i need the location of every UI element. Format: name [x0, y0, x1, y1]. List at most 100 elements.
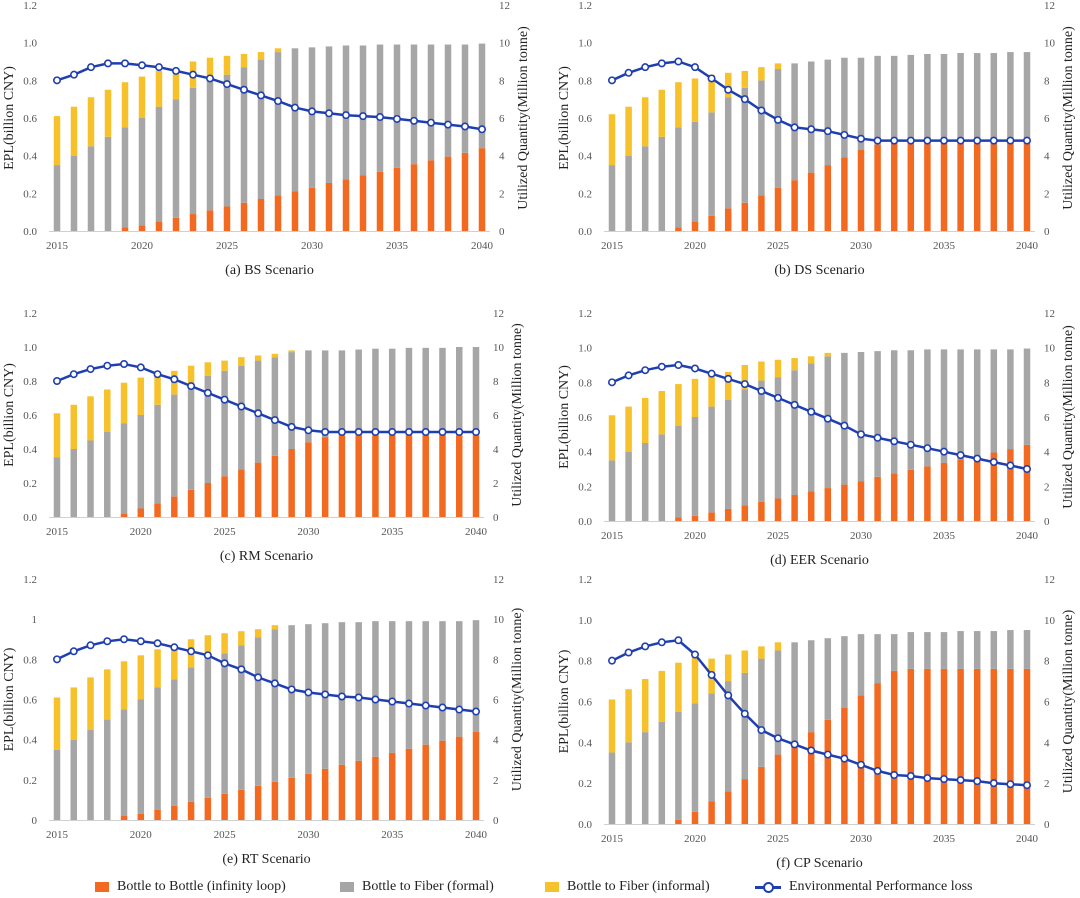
bar-b2b — [824, 488, 832, 521]
bar-b2b — [359, 175, 367, 231]
epl-point — [807, 746, 816, 755]
bar-formal — [308, 47, 316, 188]
y-tick-label: 0.8 — [23, 654, 37, 666]
bar-b2b — [257, 198, 265, 231]
epl-point — [989, 779, 998, 788]
bar-informal — [137, 377, 145, 415]
bar-formal — [708, 693, 715, 802]
bar-formal — [940, 349, 948, 463]
x-tick-label: 2025 — [214, 829, 237, 841]
bar-informal — [223, 55, 231, 75]
epl-point — [890, 437, 899, 446]
bar-formal — [1007, 349, 1014, 450]
epl-point — [641, 366, 650, 375]
epl-point — [674, 57, 683, 66]
x-tick-label: 2020 — [684, 530, 707, 542]
epl-point — [1006, 461, 1015, 470]
bar-b2b — [305, 773, 312, 820]
bar-b2b — [890, 142, 898, 231]
bar-b2b — [240, 202, 248, 231]
x-tick-label: 2025 — [767, 833, 790, 845]
bar-formal — [1007, 52, 1014, 143]
bar-informal — [271, 353, 279, 358]
bar-formal — [405, 621, 413, 749]
epl-point — [674, 636, 683, 645]
bar-formal — [691, 417, 699, 516]
y2-tick-label: 10 — [1044, 343, 1056, 355]
y-tick-label: 1.2 — [578, 0, 592, 12]
bar-formal — [70, 449, 78, 517]
y-tick-label: 0.6 — [578, 412, 592, 424]
bar-informal — [120, 382, 128, 424]
epl-point — [304, 688, 313, 697]
epl-point — [189, 70, 198, 79]
bar-formal — [87, 440, 94, 517]
bar-formal — [372, 348, 379, 436]
bar-formal — [439, 621, 446, 741]
y2-tick-label: 8 — [493, 654, 499, 666]
epl-point — [86, 641, 95, 650]
bar-informal — [658, 670, 666, 722]
y-tick-label: 0.6 — [578, 113, 592, 125]
x-tick-label: 2030 — [850, 530, 873, 542]
bar-formal — [857, 352, 865, 482]
epl-point — [973, 454, 982, 463]
y2-tick-label: 8 — [1044, 656, 1050, 668]
y-tick-label: 1.2 — [578, 308, 592, 320]
epl-point — [69, 370, 78, 379]
bar-formal — [641, 732, 649, 824]
bar-formal — [973, 53, 981, 143]
bar-b2b — [907, 142, 915, 231]
bar-b2b — [121, 227, 129, 231]
bar-formal — [359, 45, 367, 176]
bar-formal — [204, 375, 212, 483]
legend-label-formal: Bottle to Fiber (formal) — [362, 879, 494, 894]
epl-point — [956, 451, 965, 460]
bar-formal — [461, 44, 469, 153]
y2-tick-label: 8 — [1044, 75, 1050, 87]
bar-formal — [940, 632, 948, 669]
bar-formal — [641, 443, 649, 521]
epl-point — [840, 130, 849, 139]
y-tick-label: 0.2 — [578, 188, 592, 200]
bar-formal — [427, 44, 435, 161]
epl-point — [103, 361, 112, 370]
epl-point — [438, 703, 447, 712]
epl-point — [840, 421, 849, 430]
y-tick-label: 1.2 — [23, 0, 37, 12]
bar-informal — [625, 106, 632, 156]
bar-formal — [741, 672, 749, 780]
epl-point — [404, 699, 413, 708]
epl-point — [790, 400, 799, 409]
epl-point — [740, 95, 749, 104]
bar-b2b — [924, 668, 931, 824]
bar-formal — [104, 432, 111, 517]
epl-point — [1022, 136, 1031, 145]
bar-informal — [254, 629, 262, 638]
epl-point — [337, 692, 346, 701]
epl-point — [371, 427, 380, 436]
bar-formal — [1023, 348, 1031, 445]
bar-formal — [355, 622, 362, 761]
x-tick-label: 2040 — [1016, 530, 1039, 542]
bar-formal — [924, 349, 931, 467]
bar-formal — [388, 621, 396, 753]
y2-tick-label: 12 — [1044, 308, 1055, 320]
bar-b2b — [807, 732, 815, 824]
bar-b2b — [724, 208, 732, 231]
bar-formal — [393, 44, 401, 168]
epl-point — [136, 637, 145, 646]
bar-formal — [658, 136, 666, 231]
bar-informal — [206, 57, 214, 79]
epl-point — [856, 134, 865, 143]
bar-informal — [137, 655, 145, 700]
bar-informal — [807, 356, 815, 364]
y2-tick-label: 0 — [499, 226, 505, 238]
bar-b2b — [405, 748, 413, 820]
bar-informal — [104, 389, 111, 432]
bar-b2b — [274, 195, 282, 231]
epl-point — [906, 136, 915, 145]
y2-tick-label: 4 — [493, 444, 499, 456]
bar-informal — [53, 697, 61, 750]
epl-point — [455, 427, 464, 436]
